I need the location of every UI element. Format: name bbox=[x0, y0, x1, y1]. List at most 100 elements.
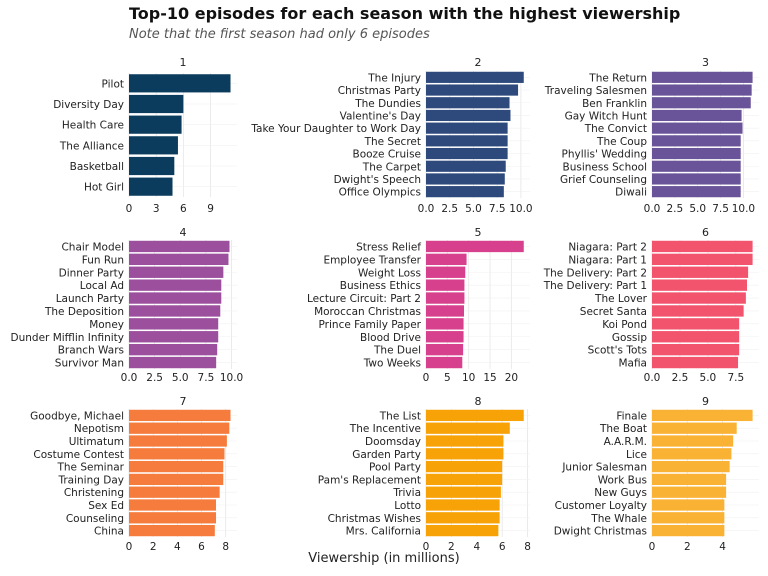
bar bbox=[652, 486, 727, 498]
tick-label: 7.5 bbox=[727, 372, 744, 384]
category-label: Costume Contest bbox=[33, 449, 124, 461]
bar bbox=[129, 356, 217, 369]
tick-label: 2.5 bbox=[667, 203, 684, 215]
category-label: Doomsday bbox=[365, 436, 421, 448]
category-label: Nepotism bbox=[74, 423, 124, 435]
tick-label: 0.0 bbox=[121, 372, 138, 384]
bar bbox=[652, 109, 742, 122]
category-label: Dunder Mifflin Infinity bbox=[11, 332, 124, 344]
category-label: Employee Transfer bbox=[323, 254, 421, 266]
category-label: The Secret bbox=[364, 136, 421, 148]
x-axis-label: Viewership (in millions) bbox=[308, 551, 460, 566]
tick-label: 2 bbox=[684, 541, 691, 553]
bar bbox=[426, 343, 464, 356]
bar bbox=[129, 422, 230, 434]
tick-label: 8 bbox=[222, 541, 229, 553]
category-label: Survivor Man bbox=[55, 358, 124, 370]
bar bbox=[129, 460, 224, 473]
category-label: Pam's Replacement bbox=[318, 474, 421, 486]
bar bbox=[652, 173, 741, 185]
category-label: Finale bbox=[616, 410, 647, 422]
bar bbox=[652, 266, 749, 278]
bar bbox=[426, 524, 499, 537]
bar bbox=[652, 435, 734, 447]
tick-label: 10 bbox=[462, 372, 475, 384]
category-label: The Return bbox=[588, 72, 647, 84]
category-label: Dwight Christmas bbox=[554, 526, 647, 538]
bar bbox=[426, 279, 465, 291]
category-label: Lice bbox=[626, 449, 647, 461]
category-label: Phyllis' Wedding bbox=[562, 149, 647, 161]
chart-title: Top-10 episodes for each season with the… bbox=[129, 4, 681, 23]
category-label: Trivia bbox=[392, 487, 421, 499]
bar bbox=[426, 512, 500, 524]
category-label: Christmas Wishes bbox=[328, 513, 421, 525]
bar bbox=[652, 499, 725, 511]
bar bbox=[652, 460, 730, 473]
category-label: The Dundies bbox=[354, 98, 421, 110]
bar bbox=[129, 409, 231, 422]
category-label: Office Olympics bbox=[339, 187, 421, 199]
category-label: Basketball bbox=[70, 161, 124, 173]
bar bbox=[129, 473, 224, 486]
category-label: The List bbox=[379, 410, 421, 422]
category-label: Take Your Daughter to Work Day bbox=[250, 123, 421, 135]
tick-label: 4 bbox=[174, 541, 181, 553]
category-label: Koi Pond bbox=[602, 319, 647, 331]
bar bbox=[652, 448, 732, 460]
bar bbox=[129, 74, 231, 93]
tick-label: 0 bbox=[423, 372, 430, 384]
bar bbox=[129, 499, 217, 511]
category-label: Lecture Circuit: Part 2 bbox=[307, 293, 421, 305]
category-label: Customer Loyalty bbox=[555, 500, 647, 512]
bar bbox=[426, 499, 500, 511]
tick-label: 0 bbox=[423, 541, 430, 553]
category-label: Business School bbox=[563, 161, 648, 173]
category-label: Garden Party bbox=[352, 449, 421, 461]
tick-label: 0 bbox=[126, 541, 133, 553]
category-label: Niagara: Part 2 bbox=[568, 241, 647, 253]
tick-label: 4 bbox=[473, 541, 480, 553]
facet-label: 6 bbox=[702, 226, 709, 239]
facet-label: 1 bbox=[180, 56, 187, 69]
category-label: Counseling bbox=[66, 513, 124, 525]
bar bbox=[652, 524, 725, 537]
tick-label: 2.5 bbox=[441, 203, 458, 215]
category-label: Stress Relief bbox=[356, 241, 421, 253]
tick-label: 4 bbox=[719, 541, 726, 553]
category-label: The Convict bbox=[584, 123, 647, 135]
tick-label: 7.5 bbox=[489, 203, 506, 215]
bar bbox=[652, 331, 740, 343]
bar bbox=[426, 292, 465, 304]
bar bbox=[426, 473, 503, 486]
category-label: Dwight's Speech bbox=[334, 174, 421, 186]
category-label: The Delivery: Part 1 bbox=[543, 280, 647, 292]
bar bbox=[129, 279, 222, 291]
bar bbox=[652, 71, 753, 83]
tick-label: 10.0 bbox=[509, 203, 532, 215]
category-label: The Coup bbox=[596, 136, 647, 148]
bar bbox=[129, 115, 182, 134]
tick-label: 3 bbox=[153, 203, 160, 215]
bar bbox=[426, 448, 504, 460]
category-label: The Alliance bbox=[59, 140, 124, 152]
bar bbox=[129, 94, 184, 114]
category-label: A.A.R.M. bbox=[604, 436, 647, 448]
bar bbox=[652, 279, 747, 291]
tick-label: 6 bbox=[499, 541, 506, 553]
category-label: Christmas Party bbox=[338, 85, 421, 97]
bar bbox=[652, 512, 725, 524]
tick-label: 7.5 bbox=[198, 372, 215, 384]
category-label: Ultimatum bbox=[69, 436, 124, 448]
tick-label: 6 bbox=[180, 203, 187, 215]
category-label: The Whale bbox=[590, 513, 647, 525]
tick-label: 0 bbox=[649, 541, 656, 553]
tick-label: 8 bbox=[524, 541, 531, 553]
bar bbox=[426, 253, 467, 266]
bar bbox=[426, 460, 503, 473]
bar bbox=[426, 318, 464, 330]
tick-label: 0.0 bbox=[644, 203, 661, 215]
tick-label: 5 bbox=[444, 372, 451, 384]
bar bbox=[129, 524, 215, 537]
facet-label: 9 bbox=[702, 395, 709, 408]
